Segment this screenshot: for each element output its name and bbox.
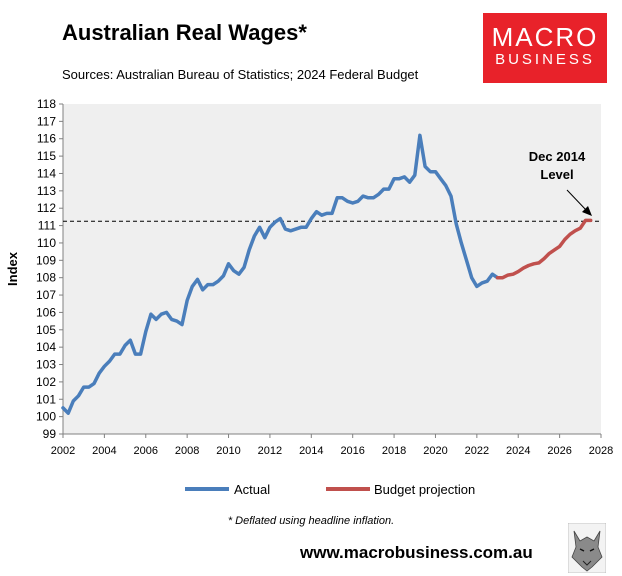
series-lines [61,133,593,415]
y-tick-label: 112 [37,201,56,215]
y-tick-label: 105 [36,323,56,337]
reference-label-line-2: Level [540,167,573,182]
y-tick-label: 107 [36,288,56,302]
y-tick-label: 102 [36,375,56,389]
legend-actual-label: Actual [234,482,270,497]
y-tick-label: 114 [37,166,56,180]
x-tick-label: 2024 [506,445,530,457]
y-tick-label: 108 [36,271,56,285]
x-tick-label: 2022 [465,445,489,457]
legend: Actual Budget projection [185,482,475,497]
x-tick-label: 2006 [134,445,158,457]
wolf-logo-icon [568,523,606,573]
logo-line-2: BUSINESS [495,51,595,68]
reference-label-line-1: Dec 2014 [529,149,586,164]
y-tick-label: 110 [37,236,56,250]
y-tick-label: 116 [37,132,56,146]
chart-title: Australian Real Wages* [62,20,307,45]
x-tick-label: 2012 [258,445,282,457]
y-axis-label: Index [5,251,20,286]
x-tick-label: 2014 [299,445,323,457]
y-tick-label: 99 [43,427,57,441]
y-tick-label: 109 [36,253,56,267]
axes [62,104,601,435]
website-url[interactable]: www.macrobusiness.com.au [300,543,533,562]
x-tick-label: 2010 [216,445,240,457]
y-tick-label: 103 [36,358,56,372]
x-tick-label: 2002 [51,445,75,457]
y-tick-labels: 99 100 101 102 103 104 105 106 107 108 109 110 111 11… [36,97,63,441]
x-tick-label: 2016 [340,445,364,457]
x-tick-label: 2026 [547,445,571,457]
chart-subtitle: Sources: Australian Bureau of Statistics… [62,67,419,82]
y-tick-label: 117 [37,114,56,128]
plot-area [63,104,601,434]
y-tick-label: 111 [38,219,57,233]
x-tick-labels: 2002 2004 2006 2008 2010 2012 2014 2016 2018 2020… [51,434,613,457]
footnote: * Deflated using headline inflation. [227,515,395,527]
y-tick-label: 115 [37,149,56,163]
y-tick-label: 118 [37,97,56,111]
x-tick-label: 2008 [175,445,199,457]
y-tick-label: 101 [36,392,56,406]
y-tick-label: 104 [36,340,56,354]
macrobusiness-logo[interactable]: MACRO BUSINESS [483,13,607,83]
y-tick-label: 106 [36,305,56,319]
x-tick-label: 2028 [589,445,613,457]
y-tick-label: 113 [37,184,56,198]
x-tick-label: 2018 [382,445,406,457]
logo-line-1: MACRO [491,22,599,52]
reference-arrowhead [582,206,592,216]
x-tick-label: 2004 [92,445,116,457]
reference-arrow [566,189,588,212]
series-line-actual [61,133,500,415]
legend-projection-label: Budget projection [374,482,475,497]
x-tick-label: 2020 [423,445,447,457]
series-line-budget-projection [495,218,593,280]
y-tick-label: 100 [36,410,56,424]
